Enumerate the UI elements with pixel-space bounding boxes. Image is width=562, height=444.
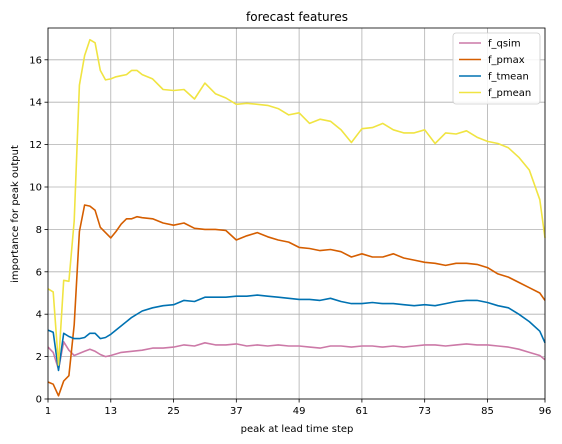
y-tick-label: 12 bbox=[29, 140, 42, 151]
legend-label-f_pmean: f_pmean bbox=[488, 88, 531, 99]
y-tick-label: 16 bbox=[29, 55, 42, 66]
legend-label-f_qsim: f_qsim bbox=[488, 39, 521, 50]
x-tick-label: 85 bbox=[481, 406, 494, 417]
x-tick-label: 96 bbox=[539, 406, 552, 417]
y-tick-label: 6 bbox=[36, 267, 42, 278]
legend-box bbox=[452, 32, 541, 105]
x-axis-label: peak at lead time step bbox=[241, 424, 354, 435]
chart-title: forecast features bbox=[246, 10, 348, 24]
plot-frame bbox=[47, 27, 546, 400]
y-tick-label: 2 bbox=[36, 352, 42, 363]
y-tick-label: 8 bbox=[36, 225, 42, 236]
y-axis-label: importance for peak output bbox=[10, 145, 21, 283]
legend: f_qsim f_pmax f_tmean f_pmean bbox=[452, 32, 541, 105]
x-tick-label: 73 bbox=[418, 406, 431, 417]
series-line-f_pmax bbox=[47, 204, 546, 397]
y-tick-label: 4 bbox=[36, 310, 42, 321]
x-tick-label: 1 bbox=[45, 406, 51, 417]
x-tick-label: 25 bbox=[167, 406, 180, 417]
x-tick-label: 13 bbox=[104, 406, 117, 417]
x-tick-label: 37 bbox=[230, 406, 243, 417]
series-line-f_tmean bbox=[47, 294, 546, 372]
y-tick-label: 10 bbox=[29, 183, 42, 194]
axis-ticks: 1 13 25 37 49 61 73 85 96 0 2 4 6 8 10 12 14 16 bbox=[29, 55, 551, 417]
x-tick-label: 49 bbox=[293, 406, 306, 417]
legend-label-f_pmax: f_pmax bbox=[488, 55, 525, 66]
series-line-f_qsim bbox=[47, 341, 546, 371]
y-tick-label: 14 bbox=[29, 98, 42, 109]
y-tick-label: 0 bbox=[36, 395, 42, 406]
series-lines bbox=[47, 38, 546, 397]
legend-label-f_tmean: f_tmean bbox=[488, 72, 529, 83]
legend-items: f_qsim f_pmax f_tmean f_pmean bbox=[459, 39, 531, 99]
x-tick-label: 61 bbox=[356, 406, 369, 417]
series-line-f_pmean bbox=[47, 38, 546, 366]
